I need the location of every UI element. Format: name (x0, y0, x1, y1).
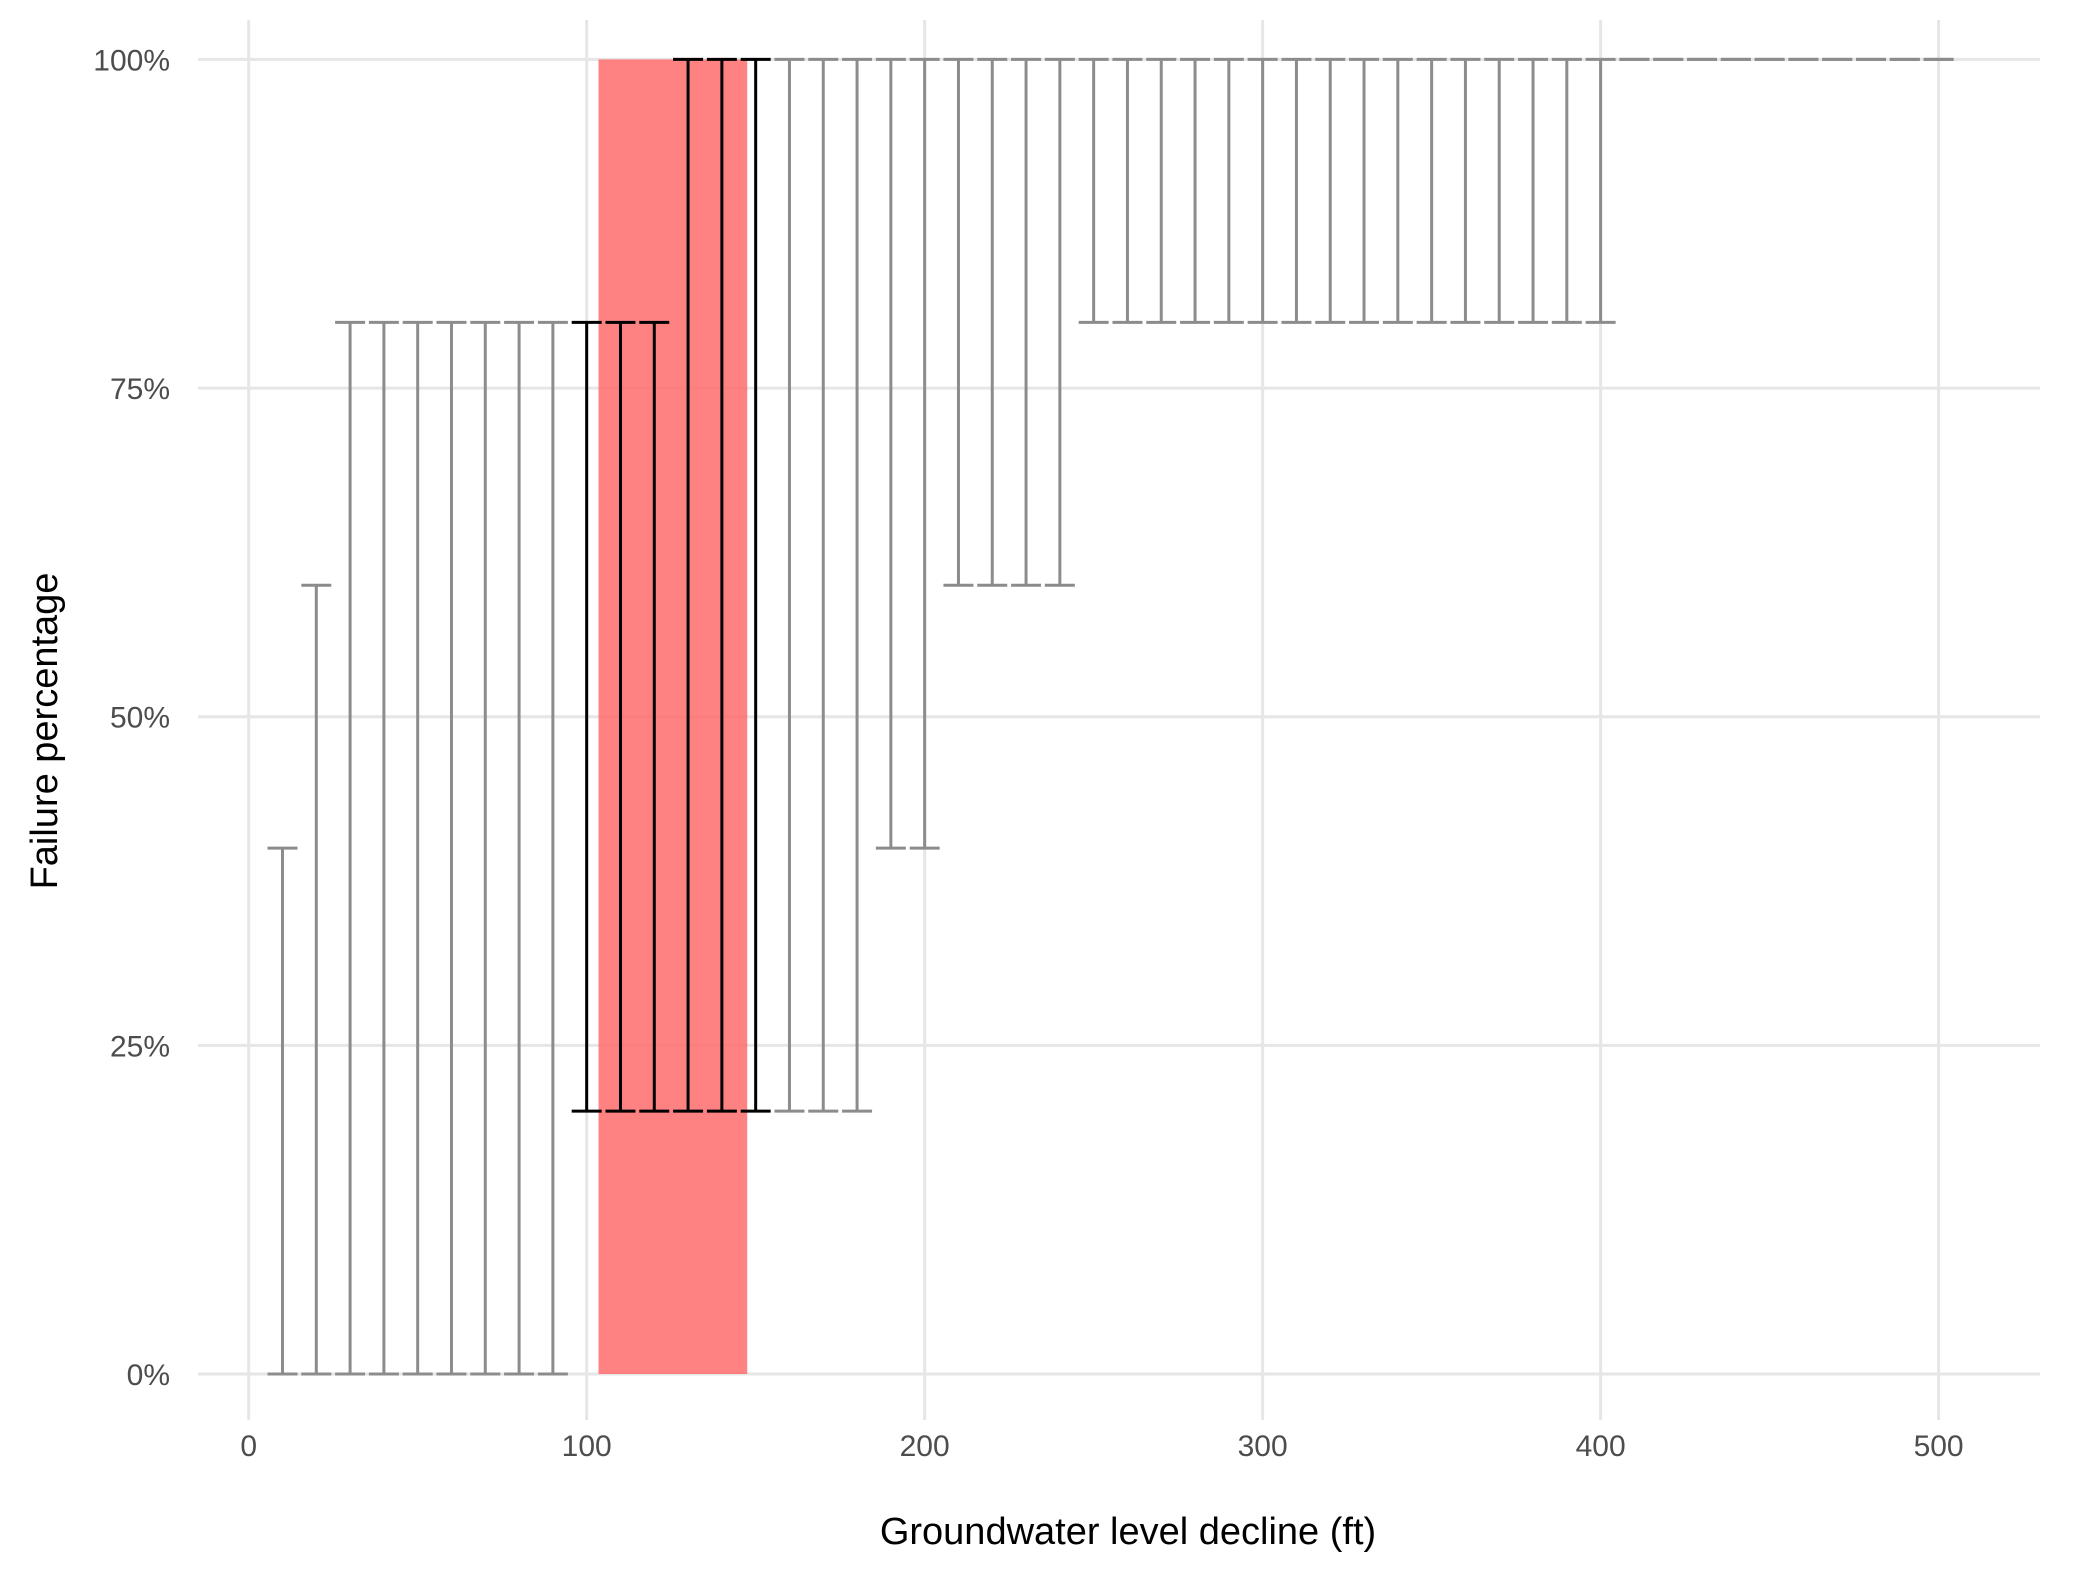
error-bar (436, 320, 467, 1376)
error-bar (1416, 57, 1447, 324)
error-bar (1450, 57, 1481, 324)
error-bar (875, 57, 906, 850)
error-bar (470, 320, 501, 1376)
error-bars (267, 57, 1954, 1376)
error-bar (1180, 57, 1211, 324)
error-bar (1146, 57, 1177, 324)
error-bar (1044, 57, 1075, 587)
error-bar (368, 320, 399, 1376)
error-bar (1078, 57, 1109, 324)
error-bar (571, 320, 602, 1113)
error-bar (673, 57, 704, 1113)
x-tick-label: 0 (240, 1430, 257, 1463)
error-bar (301, 583, 332, 1376)
error-bar (1281, 57, 1312, 324)
error-bar (605, 320, 636, 1113)
error-bar (267, 846, 298, 1376)
error-bar (774, 57, 805, 1113)
error-bar (1011, 57, 1042, 587)
error-bar (1551, 57, 1582, 324)
y-axis-title: Failure percentage (24, 573, 66, 890)
error-bar (1382, 57, 1413, 324)
error-bar (639, 320, 670, 1113)
y-tick-label: 50% (110, 702, 170, 735)
x-tick-label: 500 (1914, 1430, 1964, 1463)
x-tick-label: 400 (1576, 1430, 1626, 1463)
error-bar (402, 320, 433, 1376)
error-bar (977, 57, 1008, 587)
x-tick-label: 100 (562, 1430, 612, 1463)
error-bar (1213, 57, 1244, 324)
error-bar (1484, 57, 1515, 324)
error-bar (943, 57, 974, 587)
x-axis-ticks: 0 100 200 300 400 500 (240, 1430, 1963, 1463)
error-bar (1315, 57, 1346, 324)
error-bar (1585, 57, 1616, 324)
error-bar (1349, 57, 1380, 324)
error-bar (706, 57, 737, 1113)
x-tick-label: 200 (900, 1430, 950, 1463)
x-tick-label: 300 (1238, 1430, 1288, 1463)
error-bar (537, 320, 568, 1376)
grid-lines (198, 20, 2040, 1420)
y-tick-label: 100% (93, 44, 170, 77)
y-tick-label: 0% (127, 1359, 170, 1392)
error-bar (335, 320, 366, 1376)
error-bar (740, 57, 771, 1113)
error-bar (504, 320, 535, 1376)
y-tick-label: 75% (110, 373, 170, 406)
error-bar (909, 57, 940, 850)
error-bar (842, 57, 873, 1113)
y-axis-ticks: 0% 25% 50% 75% 100% (93, 44, 170, 1392)
error-bar (1247, 57, 1278, 324)
x-axis-title: Groundwater level decline (ft) (880, 1511, 1376, 1553)
y-tick-label: 25% (110, 1030, 170, 1063)
error-bar (808, 57, 839, 1113)
error-bar (1112, 57, 1143, 324)
error-bar (1518, 57, 1549, 324)
